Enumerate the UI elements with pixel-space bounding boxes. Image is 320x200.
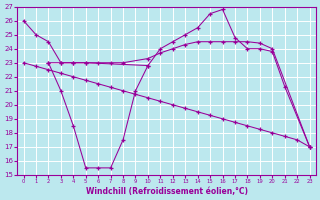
X-axis label: Windchill (Refroidissement éolien,°C): Windchill (Refroidissement éolien,°C) — [85, 187, 248, 196]
